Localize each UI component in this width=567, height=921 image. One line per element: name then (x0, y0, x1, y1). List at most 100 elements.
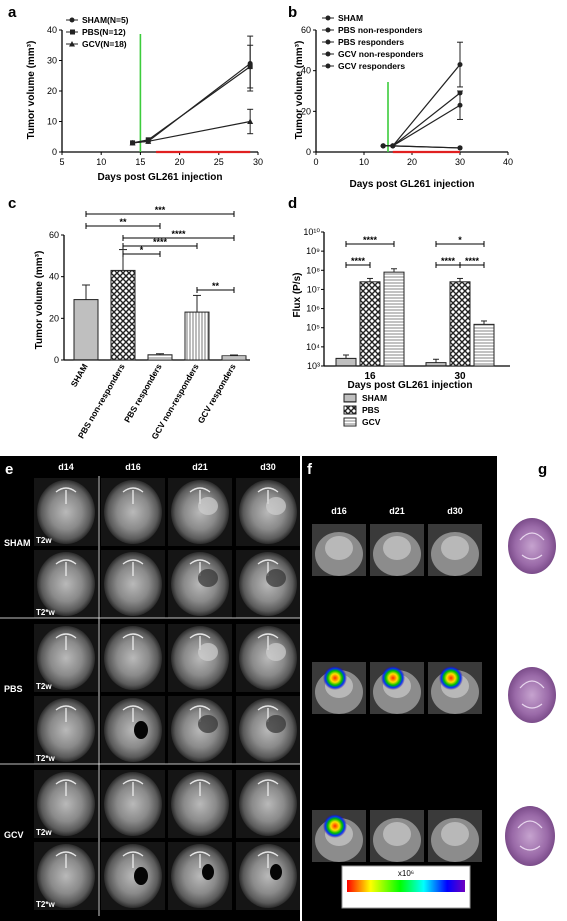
group-label: GCV (4, 830, 24, 840)
bli-head-highlight (441, 536, 469, 560)
panel-label-b: b (288, 4, 297, 21)
mri-brain (239, 552, 297, 616)
significance-label: * (458, 235, 462, 245)
panel-e-mri-grid: d14 d16 d21 d30 SHAM T2w T2*w PBS T2w T2*w GCV T2w T… (0, 462, 300, 916)
significance-label: **** (153, 237, 168, 247)
mri-brain (104, 698, 162, 762)
chart-a-xlabel: Days post GL261 injection (97, 172, 222, 183)
mri-ventricle (122, 559, 144, 576)
chart-b-xlabel: Days post GL261 injection (349, 179, 474, 190)
x-tick-label: 10 (96, 157, 106, 167)
data-point (380, 143, 386, 149)
bar (449, 281, 471, 367)
sequence-label: T2*w (36, 754, 55, 763)
panel-f-bli-grid: d16 d21 d30 (312, 506, 482, 862)
legend-label: GCV non-responders (338, 49, 424, 59)
histology-gcv (505, 806, 555, 866)
data-point (390, 143, 396, 149)
category-label: SHAM (69, 362, 90, 389)
legend-marker (325, 27, 331, 33)
bli-head-highlight (383, 822, 411, 846)
y-tick-label: 10⁷ (307, 284, 320, 294)
mri-tumor (198, 715, 218, 733)
y-tick-label: 20 (47, 86, 57, 96)
mri-lesion (202, 864, 214, 880)
legend-label: GCV(N=18) (82, 39, 127, 49)
bli-signal (323, 666, 347, 690)
panel-g-histology (505, 518, 556, 866)
bli-signal (323, 814, 347, 838)
y-tick-label: 60 (49, 230, 59, 240)
chart-a: 0 10 20 30 40 5 10 15 20 25 30 SHAM(N=5) PBS(N=12) GC… (47, 15, 263, 167)
legend-swatch (343, 405, 357, 415)
sequence-label: T2*w (36, 900, 55, 909)
significance-label: **** (441, 256, 456, 266)
y-tick-label: 10⁸ (306, 265, 320, 275)
bli-head-highlight (325, 536, 353, 560)
y-tick-label: 0 (52, 147, 57, 157)
legend-marker (69, 17, 75, 23)
mri-lesion (270, 864, 282, 880)
mri-brain (171, 552, 229, 616)
panel-label-e: e (5, 461, 13, 478)
y-tick-label: 10³ (307, 361, 320, 371)
bar (110, 269, 136, 361)
significance-label: **** (363, 235, 378, 245)
group-label: PBS (4, 684, 23, 694)
chart-a-ylabel: Tumor volume (mm³) (26, 41, 37, 140)
bli-head-highlight (441, 822, 469, 846)
data-point (145, 138, 152, 144)
x-tick-label: 30 (454, 371, 466, 382)
chart-b: 0 20 40 60 0 10 20 30 40 SHAM PBS non-responders PB… (301, 13, 513, 167)
mri-brain (104, 772, 162, 836)
mri-lesion (134, 721, 148, 739)
mri-ventricle (122, 779, 144, 796)
legend-swatch (343, 417, 357, 427)
sequence-label: T2w (36, 682, 52, 691)
mri-brain (171, 772, 229, 836)
mri-brain (239, 698, 297, 762)
group-label: SHAM (4, 538, 31, 548)
day-label: d21 (192, 462, 208, 472)
mri-tumor (198, 643, 218, 661)
x-tick-label: 30 (253, 157, 263, 167)
mri-ventricle (122, 487, 144, 504)
legend-marker (325, 39, 331, 45)
legend-marker (325, 15, 331, 21)
x-tick-label: 40 (503, 157, 513, 167)
x-tick-label: 15 (135, 157, 145, 167)
y-tick-label: 10⁶ (306, 304, 320, 314)
mri-tumor (198, 497, 218, 515)
x-tick-label: 10 (359, 157, 369, 167)
y-tick-label: 40 (301, 66, 311, 76)
mri-ventricle (122, 705, 144, 722)
sequence-label: T2*w (36, 608, 55, 617)
data-point (247, 64, 253, 70)
day-label: d30 (447, 506, 463, 516)
day-label: d16 (125, 462, 141, 472)
x-tick-label: 30 (455, 157, 465, 167)
mri-brain (239, 626, 297, 690)
mri-brain (171, 626, 229, 690)
mri-tumor (198, 569, 218, 587)
y-tick-label: 40 (49, 272, 59, 282)
panel-label-g: g (538, 461, 547, 478)
colorbar (347, 880, 465, 892)
mri-ventricle (55, 633, 77, 650)
bar (335, 357, 357, 367)
mri-ventricle (55, 559, 77, 576)
sequence-label: T2w (36, 828, 52, 837)
mri-ventricle (189, 779, 211, 796)
legend-label: PBS (362, 405, 380, 415)
sequence-label: T2w (36, 536, 52, 545)
histology-sham (508, 518, 556, 574)
panel-label-d: d (288, 195, 297, 212)
bli-head-highlight (383, 536, 411, 560)
mri-tumor (266, 569, 286, 587)
bar (73, 299, 99, 361)
mri-ventricle (55, 487, 77, 504)
y-tick-label: 10⁵ (306, 323, 320, 333)
series-line (383, 92, 461, 147)
